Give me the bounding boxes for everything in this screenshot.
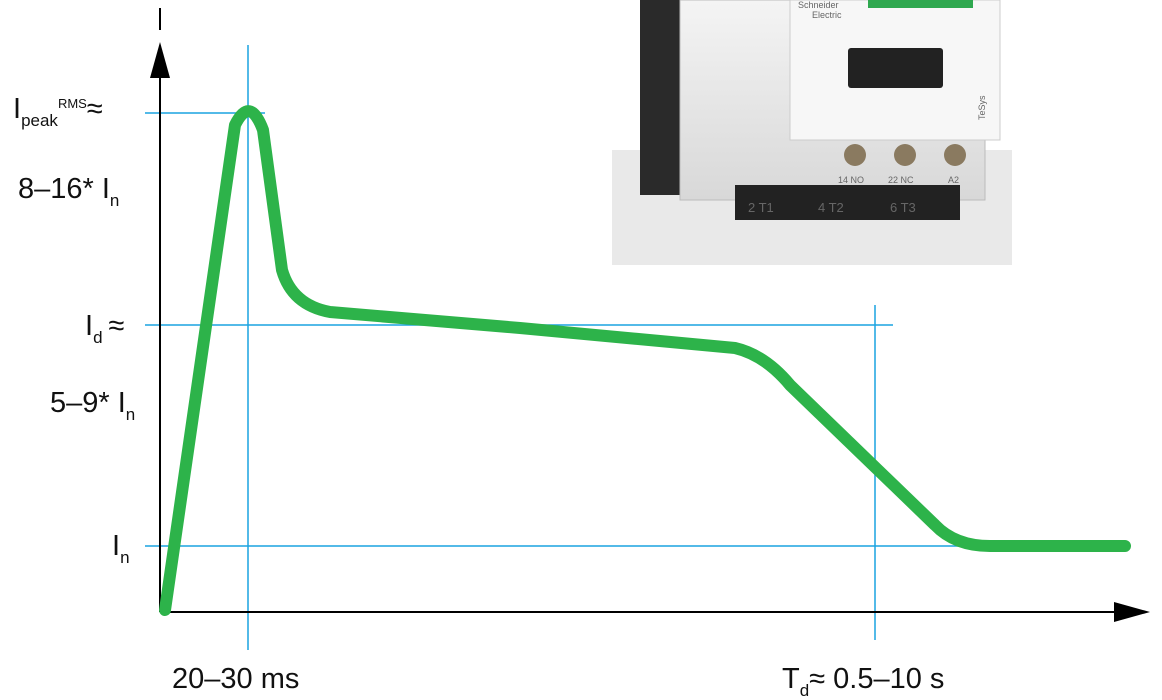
inrush-curve — [159, 105, 1131, 616]
label-part: RMS — [58, 96, 87, 111]
pole: 2 T1 — [748, 200, 774, 215]
y-label: 5–9* In — [50, 387, 135, 424]
label-part: ≈ — [109, 310, 125, 342]
x-label: 20–30 ms — [172, 663, 299, 695]
label-part: I — [85, 310, 93, 342]
terminal: 14 NO — [838, 175, 864, 185]
label-part: ≈ 0.5–10 s — [809, 663, 944, 695]
label-part: ≈ — [87, 93, 103, 125]
y-label: IpeakRMS≈ — [13, 93, 103, 130]
label-part: I — [112, 530, 120, 562]
label-part: T — [782, 663, 800, 695]
pole: 6 T3 — [890, 200, 916, 215]
label-part: d — [93, 328, 102, 347]
y-label: In — [112, 530, 130, 567]
y-label: Id ≈ — [85, 310, 125, 347]
label-part: n — [110, 191, 119, 210]
y-arrow — [150, 42, 170, 78]
axes — [159, 8, 1125, 613]
label-part: n — [126, 405, 135, 424]
label-part: d — [800, 681, 809, 700]
y-label: 8–16* In — [18, 173, 119, 210]
sub-brand: Electric — [812, 10, 842, 20]
brand: Schneider — [798, 0, 839, 10]
pole: 4 T2 — [818, 200, 844, 215]
label-part: 20–30 ms — [172, 663, 299, 695]
x-label: Td≈ 0.5–10 s — [782, 663, 944, 700]
label-part: 5–9* I — [50, 387, 126, 419]
contactor-image: Schneider Electric TeSys 14 NO 22 NC A2 … — [612, 0, 1012, 265]
series: TeSys — [977, 95, 987, 120]
label-part: 8–16* I — [18, 173, 110, 205]
label-part: peak — [21, 111, 58, 130]
label-part: I — [13, 93, 21, 125]
terminal: 22 NC — [888, 175, 914, 185]
terminal: A2 — [948, 175, 959, 185]
label-part: n — [120, 548, 129, 567]
x-arrow — [1114, 602, 1150, 622]
